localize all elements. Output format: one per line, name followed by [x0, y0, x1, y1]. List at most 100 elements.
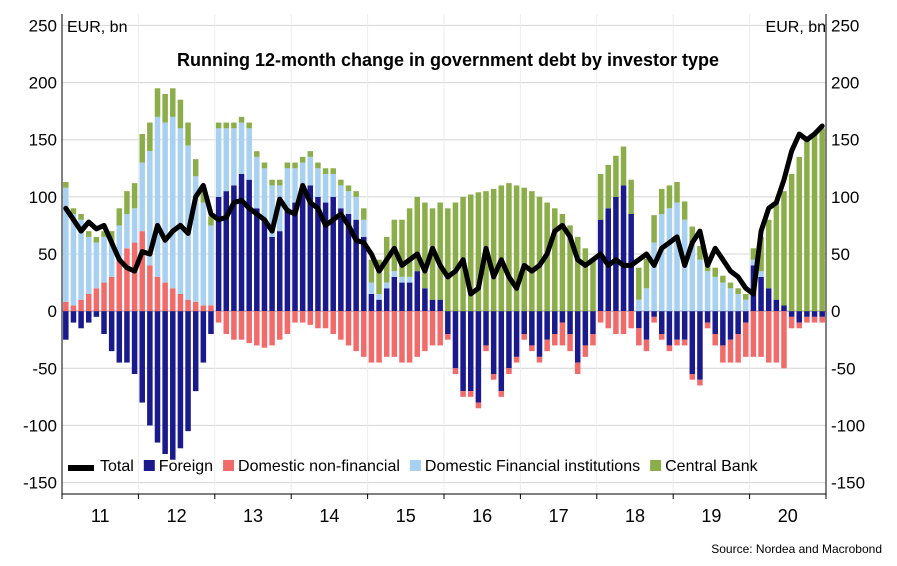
legend-swatch [143, 460, 155, 471]
bar [613, 155, 619, 197]
bar [368, 282, 375, 294]
y-tick-label-left: 50 [38, 245, 57, 264]
bar [208, 311, 214, 334]
bar [231, 128, 237, 186]
bar [215, 196, 222, 312]
bar [368, 311, 375, 363]
bar [773, 311, 780, 363]
bar [498, 311, 505, 392]
bar [85, 231, 92, 237]
bar [513, 185, 520, 312]
bar [177, 311, 184, 449]
bar [720, 311, 726, 346]
bar [796, 311, 803, 323]
bar [330, 196, 336, 312]
bar [811, 311, 818, 317]
bar [154, 88, 161, 117]
y-tick-label-right: 200 [831, 74, 859, 93]
bar [353, 311, 359, 352]
bar [567, 225, 573, 312]
bar [445, 311, 451, 334]
legend-label: Domestic Financial institutions [425, 458, 640, 475]
bar [78, 299, 84, 312]
bar [70, 208, 77, 214]
bar [131, 242, 138, 312]
y-axis-label-right: EUR, bn [766, 19, 826, 36]
bar [170, 88, 176, 117]
source-note: Source: Nordea and Macrobond [711, 542, 882, 556]
series-line-total [63, 123, 825, 297]
bar [345, 214, 352, 312]
bar [330, 168, 336, 174]
bar [391, 276, 398, 312]
bar [811, 134, 818, 312]
bar [460, 391, 466, 397]
bar [292, 311, 298, 323]
bar [697, 311, 703, 380]
bar [658, 334, 665, 340]
bar [406, 311, 413, 363]
bar [93, 236, 100, 243]
bar [658, 188, 665, 214]
bar [116, 225, 123, 260]
bar [414, 271, 421, 312]
legend-label: Total [100, 458, 134, 475]
y-tick-label-left: -100 [23, 416, 57, 435]
legend-swatch [650, 460, 662, 471]
bar [124, 214, 130, 249]
bar [613, 196, 619, 312]
bar [704, 271, 711, 312]
bar [788, 316, 795, 329]
bar [758, 311, 764, 357]
bar [361, 236, 367, 312]
chart-title: Running 12-month change in government de… [177, 50, 719, 70]
bar [177, 294, 184, 312]
bar [773, 299, 780, 312]
bar [124, 248, 130, 312]
x-tick-label: 12 [167, 506, 187, 526]
bar [154, 276, 161, 312]
bar [758, 276, 764, 312]
bar [307, 185, 314, 312]
bar [674, 202, 680, 312]
bar [689, 374, 696, 380]
bar [322, 168, 329, 174]
bar [582, 311, 589, 346]
bar [70, 305, 77, 312]
bar [681, 311, 688, 340]
bar [101, 282, 107, 312]
bar [666, 345, 673, 352]
bar [536, 196, 543, 312]
bar [116, 311, 123, 363]
bar [338, 179, 344, 186]
bar [338, 311, 344, 340]
x-tick-label: 11 [91, 506, 110, 526]
bar [131, 311, 138, 374]
bar [139, 162, 145, 232]
bar [529, 311, 535, 346]
bar [238, 311, 245, 340]
bar [567, 334, 573, 352]
bar [200, 311, 207, 363]
bar [208, 225, 214, 306]
bar [399, 219, 405, 277]
bar [567, 311, 573, 334]
bar [666, 208, 673, 312]
bar [429, 311, 436, 346]
bar [727, 288, 734, 312]
bar [116, 259, 123, 312]
bar [269, 179, 275, 186]
bar [223, 311, 230, 334]
bar [414, 311, 421, 357]
bar [552, 311, 558, 334]
bar [85, 236, 92, 294]
bar [315, 168, 321, 197]
bar [276, 231, 283, 312]
bar [467, 391, 474, 397]
bar [383, 311, 390, 357]
bar [78, 219, 84, 300]
bar [467, 311, 474, 392]
bar [147, 122, 153, 152]
bar [574, 362, 581, 374]
bar [383, 288, 390, 312]
